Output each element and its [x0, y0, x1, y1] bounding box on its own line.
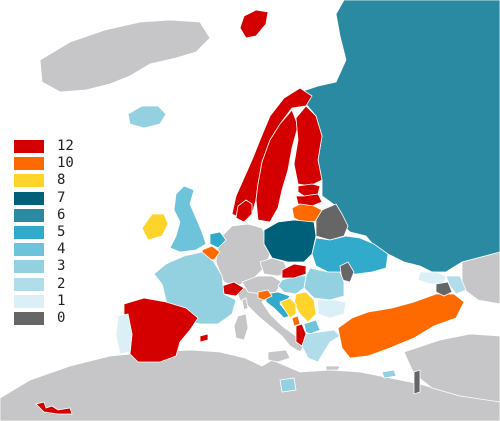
region-greece — [301, 329, 341, 363]
germany-landmass — [215, 223, 271, 287]
region-portugal — [115, 313, 133, 355]
region-bosnia — [279, 297, 297, 319]
legend-item-1: 1 — [13, 292, 73, 311]
legend-item-2: 2 — [13, 275, 73, 294]
legend-label: 5 — [57, 223, 66, 240]
region-denmark — [235, 199, 253, 223]
region-bulgaria — [317, 299, 347, 319]
legend-label: 1 — [57, 292, 66, 309]
background-land — [0, 3, 500, 421]
legend-label: 12 — [57, 138, 74, 154]
greenland-landmass — [39, 19, 211, 93]
region-north-macedonia — [303, 319, 321, 335]
legend-label: 6 — [57, 206, 66, 223]
region-belarus — [315, 203, 349, 241]
region-slovakia — [281, 263, 307, 279]
sicily-landmass — [267, 349, 291, 363]
legend-item-6: 6 — [13, 206, 73, 225]
region-balearic-islands — [199, 333, 209, 343]
legend-swatch — [13, 293, 45, 309]
legend-item-7: 7 — [13, 189, 73, 208]
legend-swatch — [13, 190, 45, 206]
legend-label: 0 — [57, 309, 66, 326]
region-netherlands — [209, 231, 227, 249]
region-israel — [413, 369, 421, 395]
legend-label: 10 — [57, 155, 74, 172]
legend-item-10: 10 — [13, 155, 74, 173]
region-united-kingdom — [169, 185, 207, 253]
legend-item-5: 5 — [13, 223, 73, 242]
legend-swatch — [13, 207, 45, 223]
legend-swatch — [13, 276, 45, 292]
legend-swatch — [13, 156, 45, 172]
region-poland — [263, 219, 317, 263]
region-sweden — [255, 109, 299, 223]
region-canary-islands — [35, 401, 73, 415]
legend-swatch — [13, 173, 45, 189]
legend-swatch — [13, 310, 45, 326]
region-finland — [293, 105, 323, 187]
legend-item-8: 8 — [13, 172, 73, 190]
region-armenia — [435, 281, 453, 297]
region-iceland — [127, 105, 167, 129]
points-legend: 12 10 8 7 6 5 4 3 2 1 0 — [13, 138, 74, 328]
legend-swatch — [13, 259, 45, 275]
region-latvia — [295, 193, 323, 207]
legend-swatch — [13, 242, 45, 258]
country-regions — [35, 0, 500, 415]
legend-label: 2 — [57, 275, 66, 292]
legend-label: 3 — [57, 258, 66, 275]
region-ireland — [141, 213, 169, 241]
corsica-landmass — [241, 297, 249, 311]
legend-label: 4 — [57, 241, 66, 258]
region-svalbard — [239, 9, 269, 39]
region-montenegro — [291, 315, 301, 327]
legend-item-3: 3 — [13, 258, 73, 276]
crete-landmass — [325, 365, 341, 371]
region-turkey — [337, 293, 465, 359]
legend-label: 7 — [57, 189, 66, 206]
legend-item-0: 0 — [13, 309, 73, 328]
region-slovenia — [257, 289, 273, 301]
legend-item-4: 4 — [13, 241, 73, 259]
legend-swatch — [13, 139, 45, 154]
region-cyprus — [381, 369, 397, 379]
legend-swatch — [13, 224, 45, 240]
region-azerbaijan — [445, 275, 467, 295]
legend-label: 8 — [57, 172, 66, 189]
sardinia-landmass — [233, 313, 249, 341]
legend-item-12: 12 — [13, 138, 74, 156]
region-malta — [279, 377, 297, 393]
